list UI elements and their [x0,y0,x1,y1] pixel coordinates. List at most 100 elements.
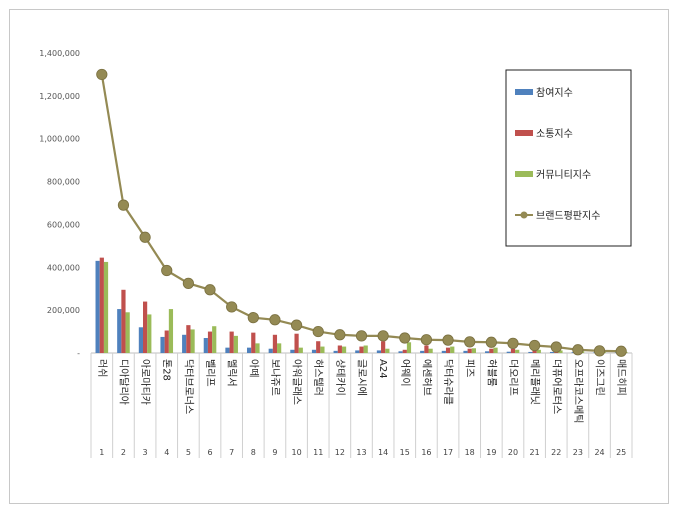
rank-label: 25 [616,448,626,457]
category-label: 닥터브로너스 [182,359,194,414]
legend-swatch [515,130,533,136]
bar-1 [441,350,446,353]
category-label: 러쉬 [96,359,108,377]
bar-3 [428,348,433,353]
reputation-point [334,329,346,341]
bar-3 [406,342,412,353]
reputation-point [355,330,368,342]
bar-1 [117,309,122,353]
category-label: 허스텔러 [312,359,324,396]
y-tick-label: 1,400,000 [39,49,80,58]
bar-3 [558,350,563,353]
bar-2 [207,331,213,353]
bar-2 [381,341,386,353]
reputation-point [226,301,238,313]
category-label: 어웨이 [399,359,411,387]
category-label: 멜릭서 [226,359,238,387]
bar-2 [164,330,169,353]
bar-3 [190,329,195,353]
bar-3 [471,348,476,353]
category-label: 아로마티카 [139,359,151,405]
rank-label: 7 [229,448,234,457]
bar-3 [103,261,109,353]
rank-label: 3 [143,448,148,457]
rank-label: 19 [486,448,496,457]
category-label: 피즈 [464,359,476,377]
bar-1 [182,334,187,353]
bar-series [95,257,628,353]
rank-label: 23 [573,448,583,457]
y-tick-label: 800,000 [47,178,80,187]
reputation-point [96,68,108,81]
brand-reputation-chart: - 200,000 400,000 600,000 800,000 1,000,000 1,… [39,49,633,458]
bar-2 [186,325,191,353]
bar-2 [251,332,256,353]
rank-label: 9 [272,448,277,457]
rank-label: 24 [594,448,604,457]
category-label: 글로시에 [356,359,368,396]
category-label: 아떼 [247,359,259,377]
bar-2 [402,349,407,353]
bar-2 [121,289,126,353]
rank-label: 13 [356,448,366,457]
bar-2 [337,345,342,353]
bar-2 [424,345,429,353]
rank-label: 11 [313,448,323,457]
legend-label: 참여지수 [536,87,573,99]
rank-label: 20 [508,448,518,457]
rank-label: 1 [99,448,104,457]
bar-2 [532,349,537,353]
bar-3 [385,348,390,353]
reputation-point [312,325,324,338]
reputation-point [377,330,389,342]
legend-swatch [515,171,533,177]
rank-label: 14 [378,448,388,457]
category-label: 메리플래닛 [529,359,541,405]
reputation-point [117,199,130,211]
bar-3 [125,312,130,353]
category-label: 샹테카이 [334,359,346,396]
x-axis: 러쉬 디아달리아 아로마티카 톤28 닥터브로너스 벨리프 멜릭서 아떼 보나쥬르 아워글래스 허스… [90,352,633,458]
bar-3 [298,347,303,353]
rank-label: 22 [551,448,561,457]
bar-1 [160,336,165,353]
legend-label: 커뮤니티지수 [536,169,591,181]
bar-2 [467,348,472,353]
reputation-point [247,312,259,324]
category-label: 에센허브 [420,359,432,396]
category-label: 톤28 [161,359,173,381]
bar-2 [445,347,451,353]
bar-1 [138,327,143,353]
bar-1 [398,351,403,353]
bar-3 [536,349,541,353]
category-label: 디아달리아 [117,359,129,405]
bar-1 [311,349,317,353]
bar-1 [95,260,100,353]
reputation-point [290,319,303,331]
bar-3 [233,335,238,353]
reputation-point [420,334,433,346]
bar-1 [506,351,511,353]
bar-3 [515,349,520,353]
bar-2 [359,346,364,353]
category-label: 벨리프 [204,359,216,387]
category-label: 이즈그린 [594,359,606,396]
bar-2 [316,341,321,353]
bar-1 [203,338,208,353]
bar-1 [247,347,252,353]
bar-3 [255,343,260,353]
bar-3 [168,309,174,353]
category-label: 닥터슈라클 [442,359,454,405]
y-tick-label: 1,000,000 [39,135,80,144]
bar-3 [147,314,152,353]
category-label: A24 [377,359,388,379]
rank-label: 18 [465,448,475,457]
category-label: 오프라코스메틱 [572,359,584,423]
y-tick-label: 200,000 [47,306,80,315]
bar-3 [212,326,217,353]
reputation-point [464,336,476,348]
legend-swatch [515,89,533,95]
bar-3 [341,346,347,353]
reputation-point [442,334,454,346]
bar-2 [489,348,494,353]
